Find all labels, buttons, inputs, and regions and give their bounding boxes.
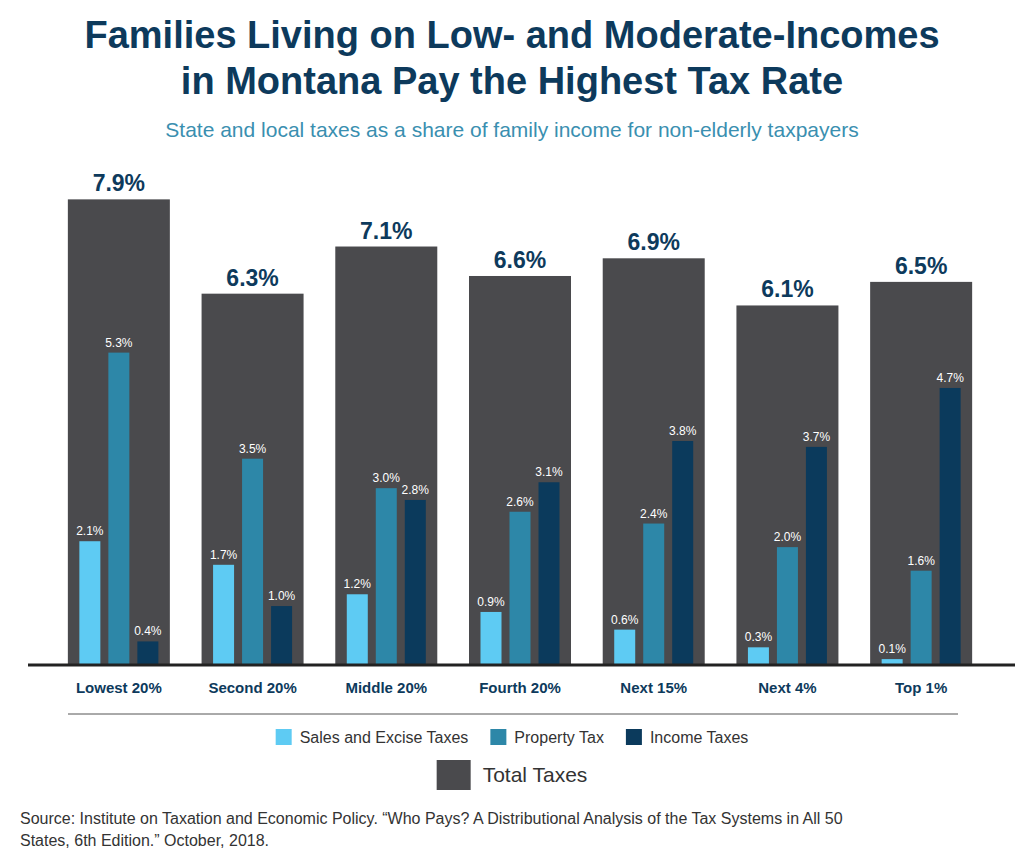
component-bar xyxy=(213,565,234,665)
component-bar xyxy=(376,488,397,665)
category-label: Fourth 20% xyxy=(479,679,561,696)
total-bar xyxy=(202,294,304,665)
legend-swatch xyxy=(626,729,642,745)
category-label: Next 4% xyxy=(758,679,816,696)
title-line: in Montana Pay the Highest Tax Rate xyxy=(181,60,843,102)
bar-label: 2.6% xyxy=(506,495,534,509)
total-bar xyxy=(736,305,838,665)
x-axis-line xyxy=(28,664,1015,667)
category-label: Middle 20% xyxy=(345,679,427,696)
component-bar xyxy=(806,447,827,665)
bar-label: 0.9% xyxy=(477,595,505,609)
bars xyxy=(68,199,972,665)
total-bar xyxy=(469,276,571,665)
component-bar xyxy=(672,441,693,665)
title-line: Families Living on Low- and Moderate-Inc… xyxy=(84,14,939,56)
total-label: 6.5% xyxy=(895,253,947,279)
bar-label: 3.5% xyxy=(239,442,267,456)
total-label: 7.9% xyxy=(93,170,145,196)
bar-label: 0.3% xyxy=(745,630,773,644)
bar-label: 1.0% xyxy=(268,589,296,603)
component-bar xyxy=(242,459,263,665)
bar-label: 0.4% xyxy=(134,624,162,638)
bar-label: 0.6% xyxy=(611,613,639,627)
legend-swatch xyxy=(276,729,292,745)
legend-swatch xyxy=(490,729,506,745)
component-bar xyxy=(405,500,426,665)
component-bar xyxy=(940,388,961,665)
component-bar xyxy=(777,547,798,665)
source-line: States, 6th Edition.” October, 2018. xyxy=(20,832,269,849)
total-bar xyxy=(335,247,437,665)
legend-label: Property Tax xyxy=(514,729,604,746)
legend: Sales and Excise Taxes Property Tax Income… xyxy=(276,729,749,790)
component-bar xyxy=(614,630,635,665)
component-bar xyxy=(510,512,531,665)
data-labels: 7.9% 6.3% 7.1% 6.6% 6.9% 6.1% 6.5% 2.1% 1.7% 1.2%… xyxy=(76,170,964,656)
component-bar xyxy=(911,571,932,665)
component-bar xyxy=(539,482,560,665)
legend-swatch xyxy=(437,760,471,790)
bar-label: 2.4% xyxy=(640,507,668,521)
bar-label: 2.1% xyxy=(76,524,104,538)
component-bar xyxy=(137,641,158,665)
chart: Families Living on Low- and Moderate-Inc… xyxy=(0,0,1024,860)
total-label: 7.1% xyxy=(360,218,412,244)
component-bar xyxy=(108,353,129,665)
legend-label: Total Taxes xyxy=(483,763,588,786)
title: Families Living on Low- and Moderate-Inc… xyxy=(84,14,939,102)
component-bar xyxy=(643,524,664,665)
category-label: Top 1% xyxy=(895,679,947,696)
bar-label: 5.3% xyxy=(105,336,133,350)
legend-label: Sales and Excise Taxes xyxy=(300,729,469,746)
total-label: 6.1% xyxy=(761,276,813,302)
total-bar xyxy=(603,258,705,665)
bar-label: 3.1% xyxy=(535,465,563,479)
total-label: 6.3% xyxy=(226,265,278,291)
legend-row: Sales and Excise Taxes Property Tax Income… xyxy=(276,729,749,746)
total-label: 6.9% xyxy=(627,229,679,255)
bar-label: 0.1% xyxy=(878,642,906,656)
component-bar xyxy=(271,606,292,665)
bar-label: 1.7% xyxy=(210,548,238,562)
bar-label: 4.7% xyxy=(936,371,964,385)
category-label: Second 20% xyxy=(208,679,296,696)
legend-label: Income Taxes xyxy=(650,729,748,746)
separator xyxy=(68,714,958,715)
total-bar xyxy=(68,199,170,665)
subtitle: State and local taxes as a share of fami… xyxy=(165,118,858,141)
total-label: 6.6% xyxy=(494,247,546,273)
source-note: Source: Institute on Taxation and Econom… xyxy=(20,810,843,849)
component-bar xyxy=(481,612,502,665)
bar-label: 1.6% xyxy=(907,554,935,568)
component-bar xyxy=(79,541,100,665)
bar-label: 3.0% xyxy=(373,471,401,485)
total-bar xyxy=(870,282,972,665)
bar-label: 2.8% xyxy=(402,483,430,497)
bar-label: 1.2% xyxy=(344,577,372,591)
bar-label: 3.8% xyxy=(669,424,697,438)
category-label: Lowest 20% xyxy=(76,679,162,696)
background xyxy=(0,0,1024,860)
category-label: Next 15% xyxy=(620,679,687,696)
component-bar xyxy=(748,647,769,665)
bar-label: 2.0% xyxy=(774,530,802,544)
component-bar xyxy=(347,594,368,665)
source-line: Source: Institute on Taxation and Econom… xyxy=(20,810,843,827)
bar-label: 3.7% xyxy=(803,430,831,444)
